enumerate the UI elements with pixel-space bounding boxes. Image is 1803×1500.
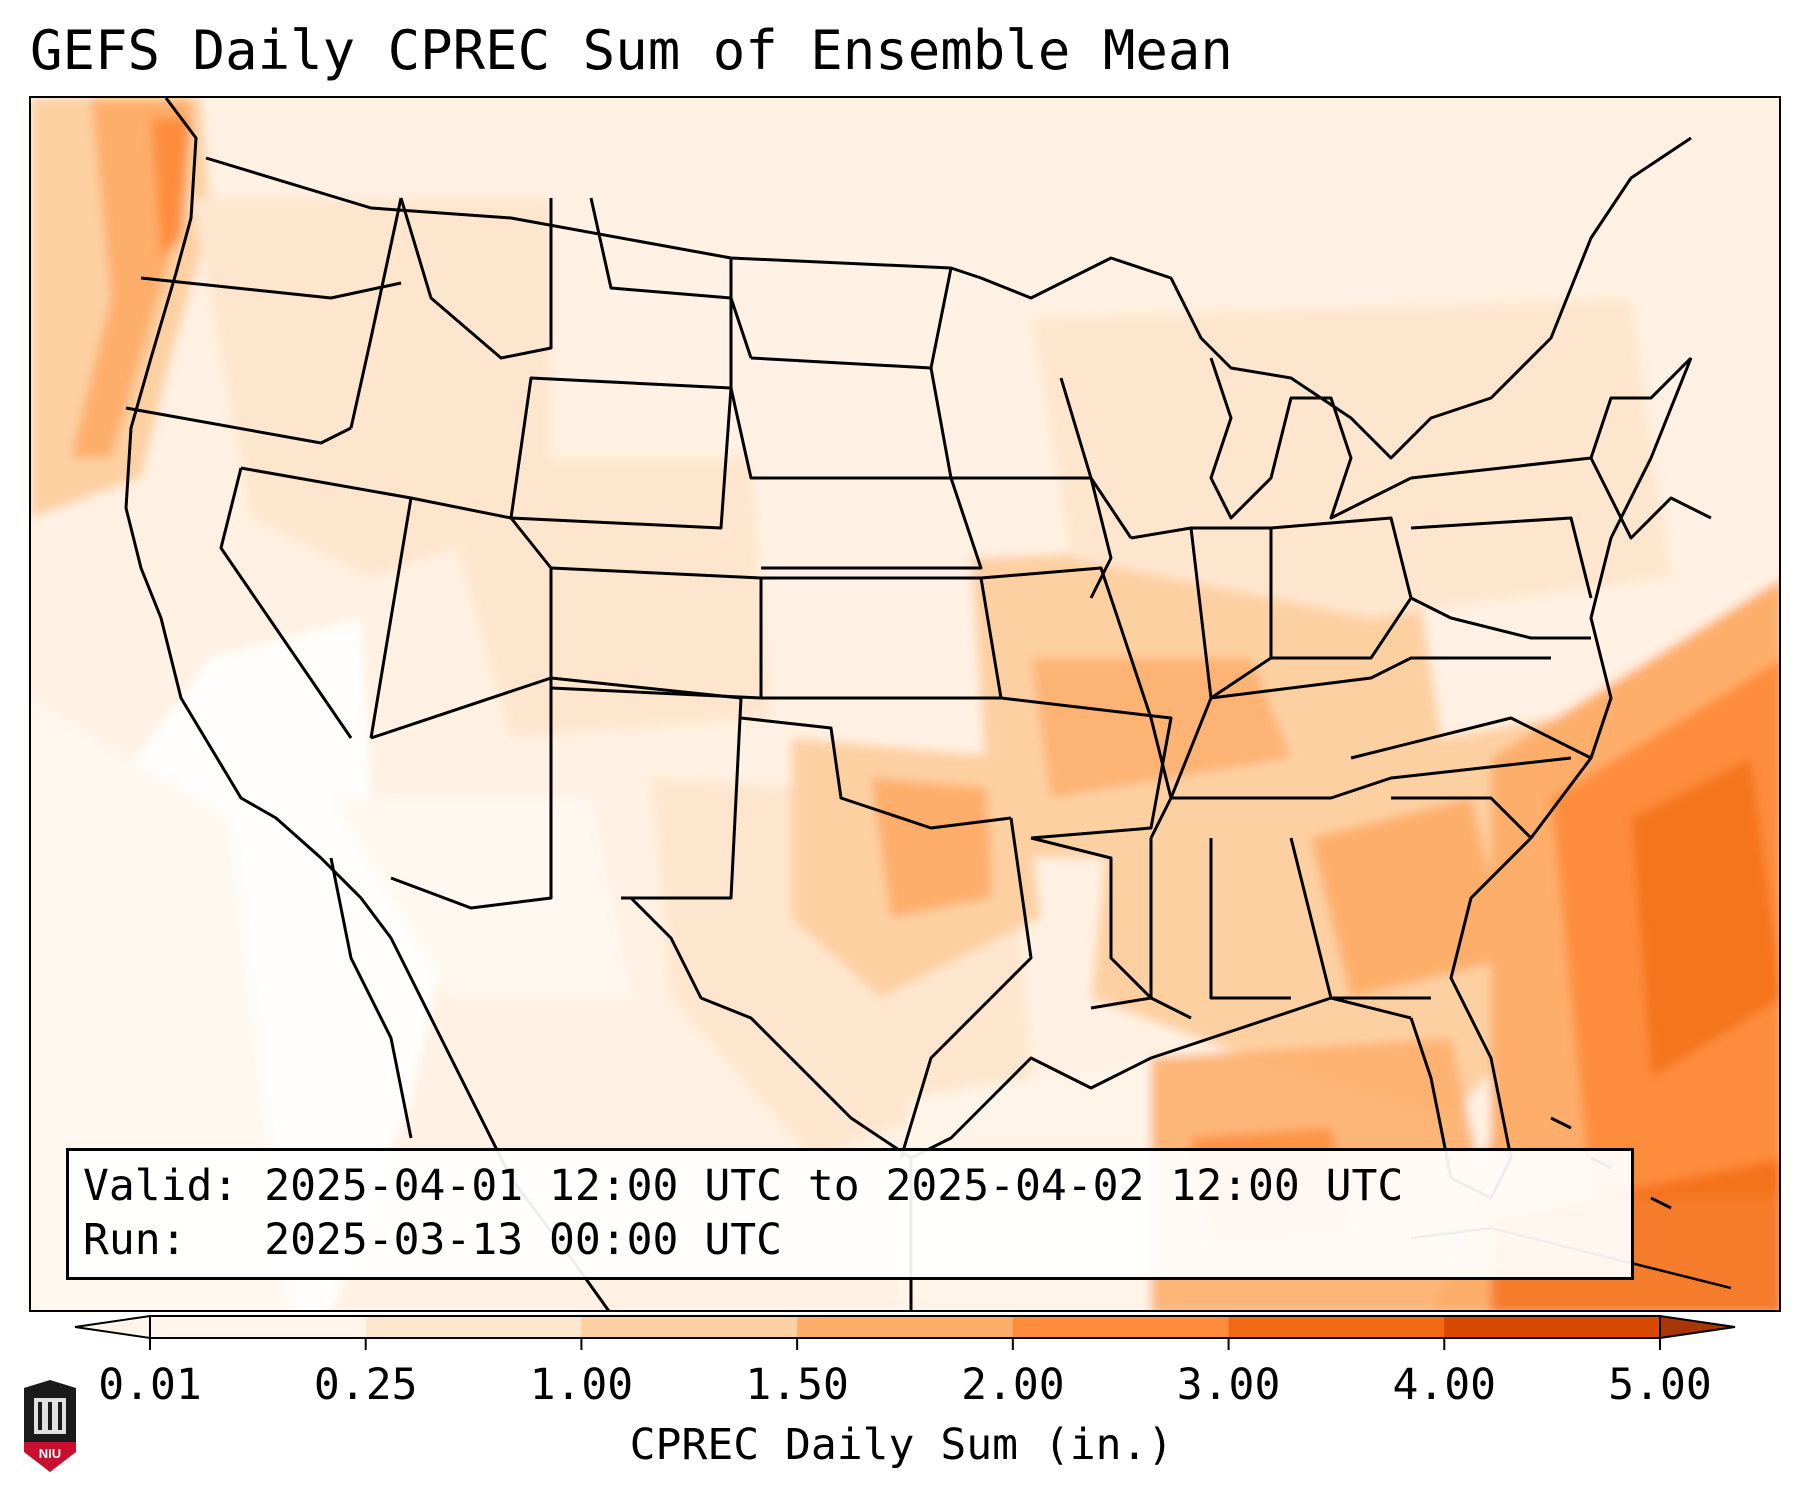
- colorbar-tick-label: 2.00: [961, 1360, 1065, 1410]
- colorbar-tick-label: 3.00: [1176, 1360, 1281, 1410]
- colorbar-segment: [797, 1316, 1014, 1338]
- colorbar-tick-label: 0.01: [98, 1360, 202, 1410]
- colorbar-label: CPREC Daily Sum (in.): [629, 1420, 1174, 1470]
- colorbar-segment: [365, 1316, 582, 1338]
- colorbar-extend-right: [1659, 1314, 1736, 1340]
- colorbar-tick-label: 1.00: [529, 1360, 634, 1410]
- niu-logo-icon: NIU: [24, 1380, 76, 1472]
- precip-map: [29, 96, 1781, 1312]
- colorbar-outline: [149, 1315, 1661, 1339]
- svg-text:NIU: NIU: [39, 1446, 61, 1461]
- map-canvas: [31, 98, 1779, 1310]
- colorbar-segment: [1444, 1316, 1661, 1338]
- state-boundaries: [124, 98, 1732, 1310]
- colorbar-tick-label: 4.00: [1392, 1360, 1497, 1410]
- colorbar-extend-left: [74, 1314, 151, 1340]
- colorbar-segment: [581, 1316, 798, 1338]
- colorbar-segment: [1228, 1316, 1445, 1338]
- colorbar-tick-label: 5.00: [1608, 1360, 1712, 1410]
- colorbar-segment: [150, 1316, 367, 1338]
- map-title: GEFS Daily CPREC Sum of Ensemble Mean: [30, 19, 1233, 82]
- colorbar-segment: [1012, 1316, 1230, 1338]
- info-box: Valid: 2025-04-01 12:00 UTC to 2025-04-0…: [66, 1148, 1634, 1280]
- colorbar-tick-label: 1.50: [745, 1360, 849, 1410]
- valid-time-line: Valid: 2025-04-01 12:00 UTC to 2025-04-0…: [83, 1161, 1404, 1211]
- run-time-line: Run: 2025-03-13 00:00 UTC: [83, 1215, 782, 1265]
- colorbar-tick-label: 0.25: [313, 1360, 418, 1410]
- precip-shading: [31, 98, 1779, 1310]
